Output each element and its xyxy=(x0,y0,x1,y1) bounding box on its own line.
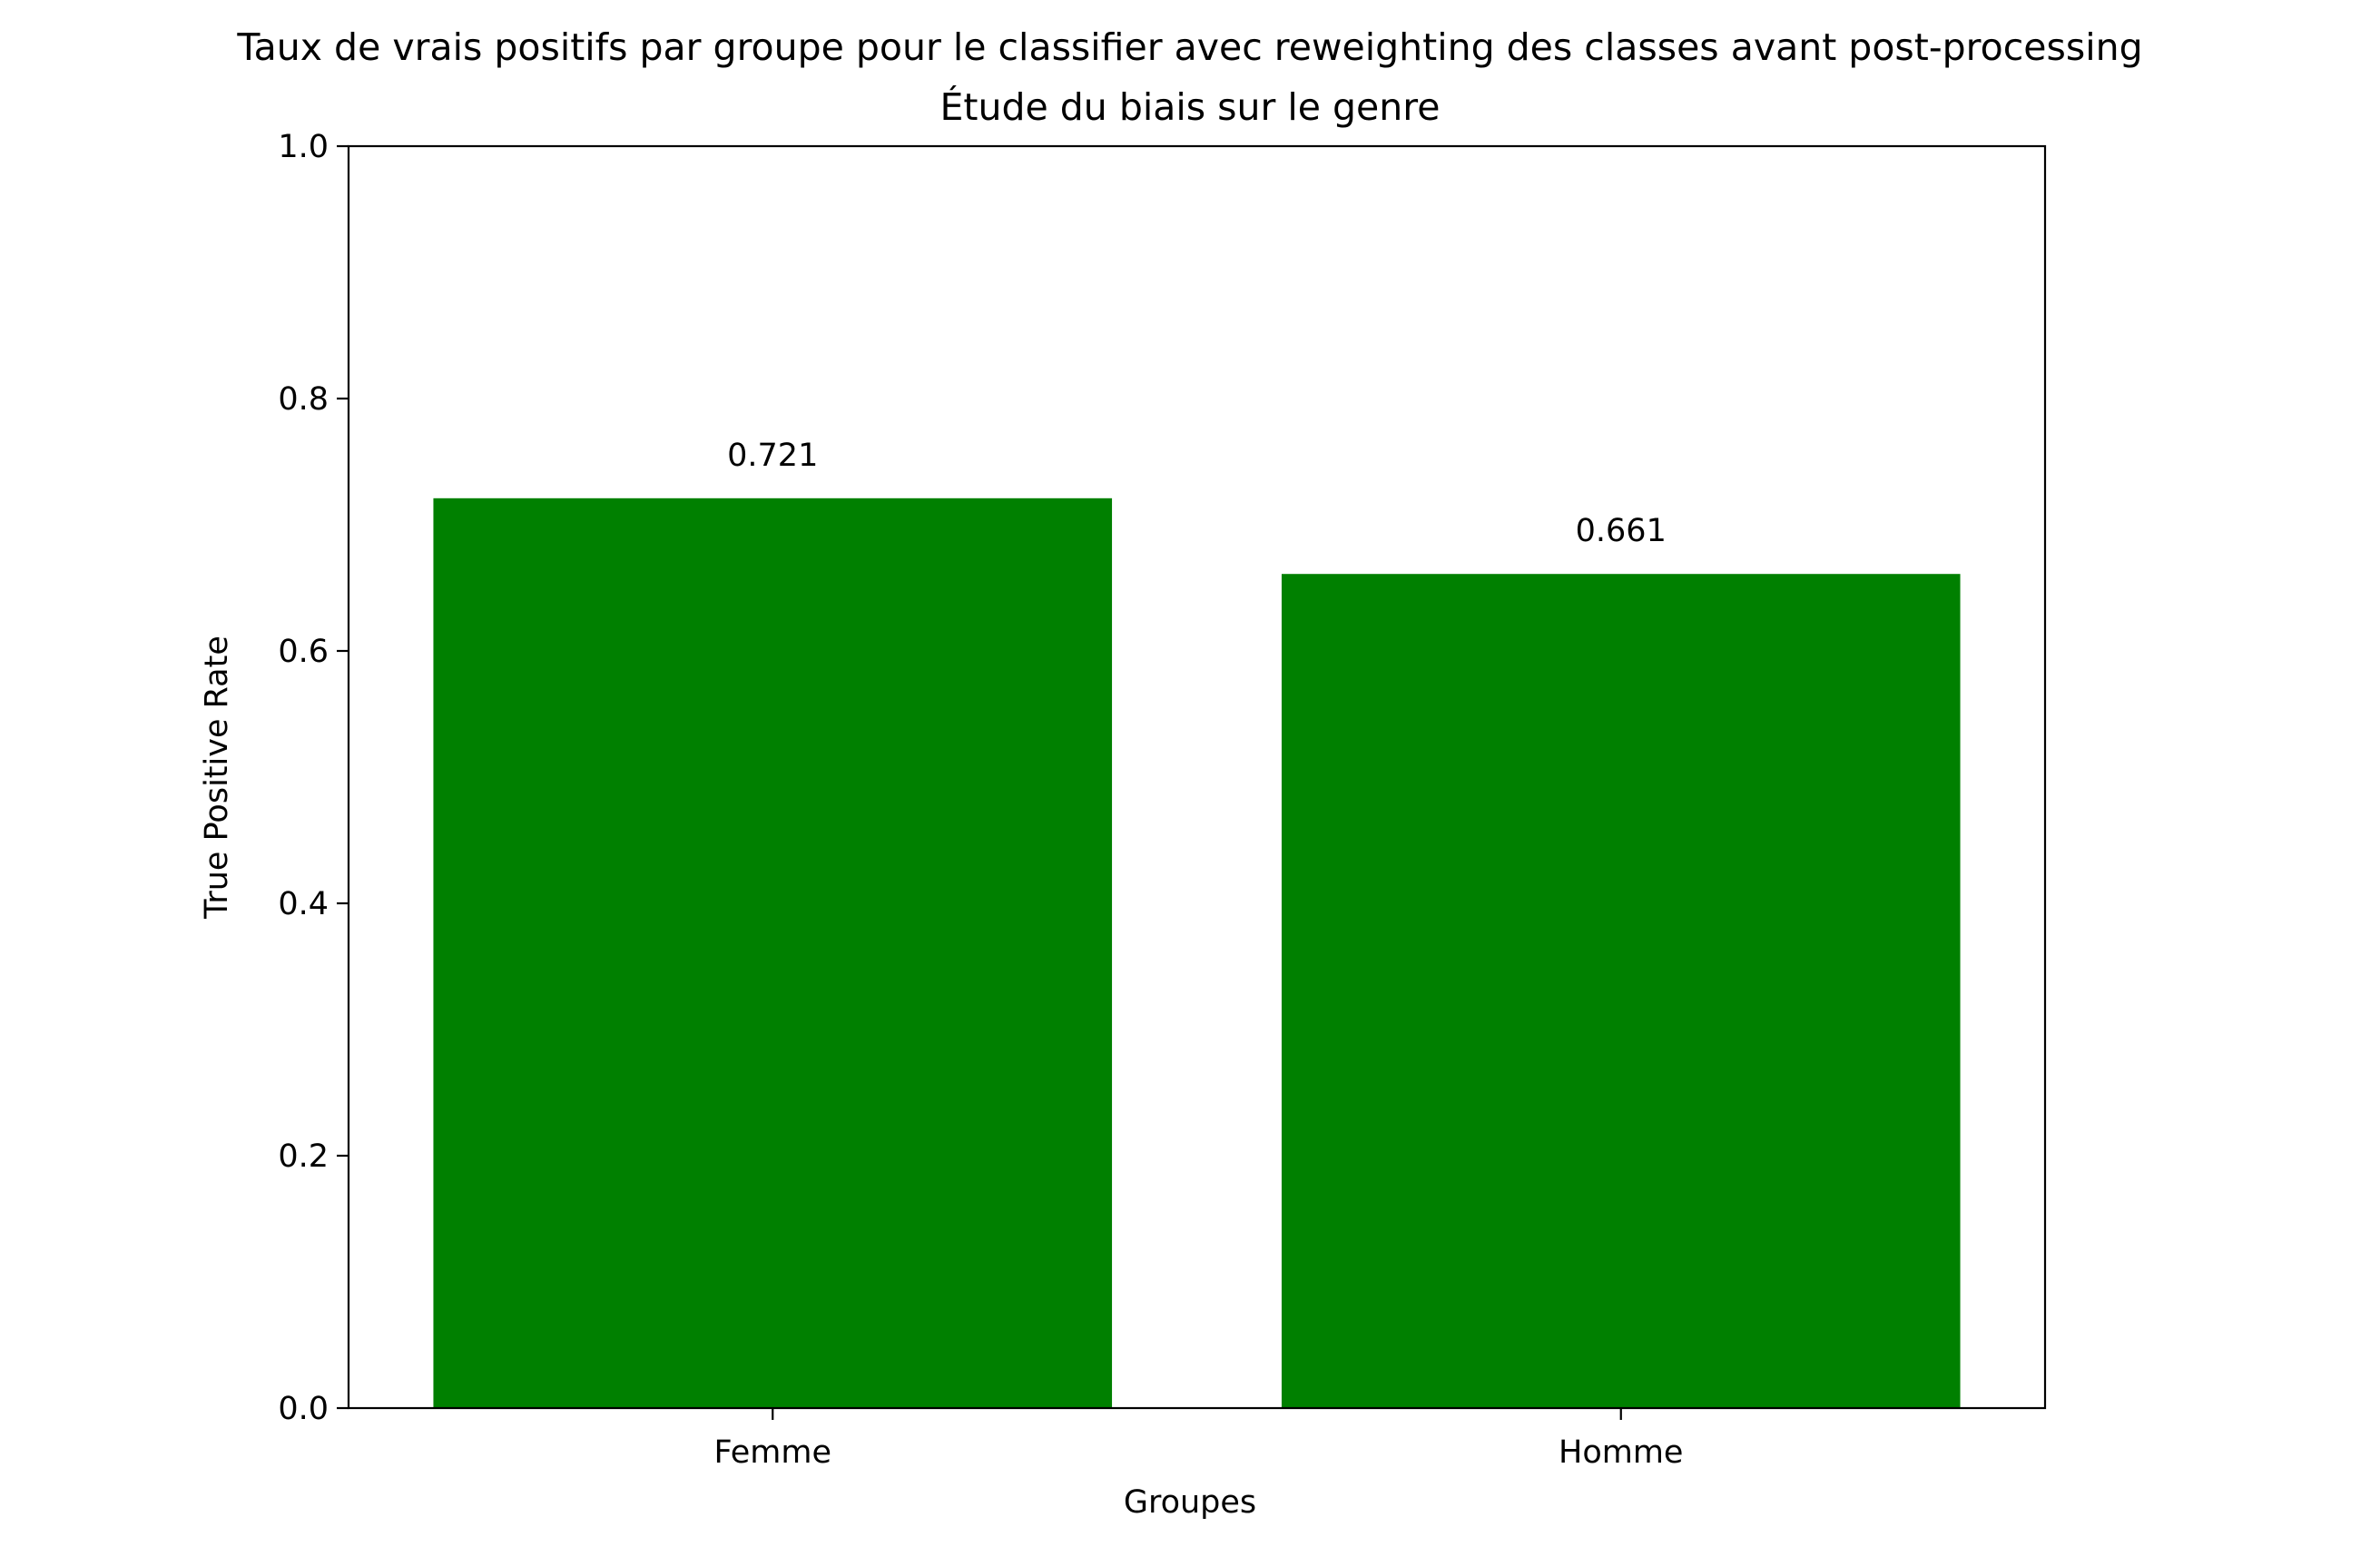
y-tick-label-4: 0.8 xyxy=(278,381,329,418)
y-tick-label-3: 0.6 xyxy=(278,634,329,670)
y-axis-label: True Positive Rate xyxy=(199,636,235,920)
plot-area: 0.721 Femme 0.661 Homme 0.0 0.2 0.4 0.6 0.8 1.0 xyxy=(278,129,2047,1471)
y-tick-label-1: 0.2 xyxy=(278,1138,329,1175)
plot-frame xyxy=(347,144,2047,1410)
x-tick-label-homme: Homme xyxy=(1559,1434,1683,1471)
y-tick-label-5: 1.0 xyxy=(278,129,329,165)
bar-femme xyxy=(433,498,1113,1408)
y-tick-label-0: 0.0 xyxy=(278,1391,329,1427)
x-tick-label-femme: Femme xyxy=(714,1434,831,1471)
y-tick-label-2: 0.4 xyxy=(278,886,329,922)
x-axis-label: Groupes xyxy=(1124,1484,1256,1521)
data-label-homme: 0.661 xyxy=(1576,513,1667,549)
data-label-femme: 0.721 xyxy=(727,438,818,474)
chart-subtitle: Étude du biais sur le genre xyxy=(940,85,1441,129)
chart-title: Taux de vrais positifs par groupe pour l… xyxy=(236,25,2142,69)
bar-homme xyxy=(1281,574,1961,1408)
